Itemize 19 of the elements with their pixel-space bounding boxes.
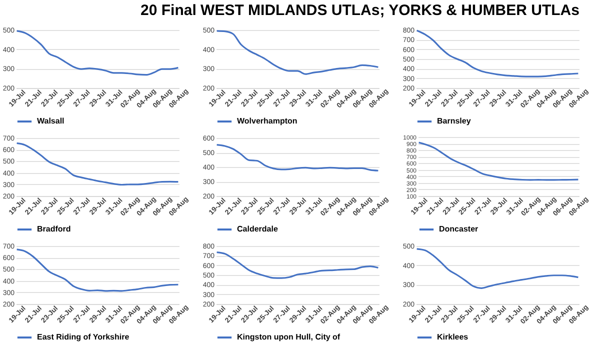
- legend-label: East Riding of Yorkshire: [37, 332, 130, 342]
- line-series: [16, 30, 179, 76]
- legend-label: Walsall: [37, 116, 64, 126]
- line-series: [216, 144, 379, 172]
- line-series: [416, 248, 579, 289]
- legend-label: Bradford: [37, 224, 71, 234]
- line-series: [16, 248, 179, 292]
- legend-label: Doncaster: [439, 224, 478, 234]
- line-series: [418, 142, 580, 181]
- legend-label: Wolverhampton: [237, 116, 298, 126]
- legend-label: Calderdale: [237, 224, 278, 234]
- legend-label: Kirklees: [437, 332, 469, 342]
- line-series: [216, 30, 379, 75]
- legend-label: Kingston upon Hull, City of: [237, 332, 340, 342]
- text: 20 Final WEST MIDLANDS UTLAs; YORKS & HUMBER UTLAs: [140, 1, 580, 21]
- line-series: [16, 142, 179, 186]
- line-series: [416, 30, 579, 78]
- line-series: [216, 251, 379, 279]
- legend-label: Barnsley: [437, 116, 472, 126]
